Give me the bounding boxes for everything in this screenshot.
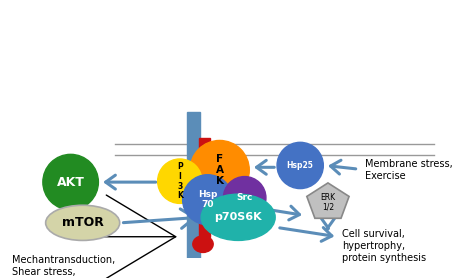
Circle shape <box>43 154 99 210</box>
Bar <box>187 112 200 258</box>
Text: P
I
3
K: P I 3 K <box>177 162 183 200</box>
Text: mTOR: mTOR <box>62 216 104 229</box>
Circle shape <box>277 142 323 188</box>
Text: ERK
1/2: ERK 1/2 <box>320 193 336 212</box>
Bar <box>199 138 210 237</box>
Ellipse shape <box>201 194 275 240</box>
Text: Membrane stress,
Exercise: Membrane stress, Exercise <box>365 159 453 181</box>
Circle shape <box>223 177 266 219</box>
Text: AKT: AKT <box>57 176 84 188</box>
Text: p70S6K: p70S6K <box>214 212 262 222</box>
Ellipse shape <box>46 205 120 240</box>
Circle shape <box>190 140 249 200</box>
Text: Cell survival,
hypertrophy,
protein synthesis: Cell survival, hypertrophy, protein synt… <box>342 229 426 262</box>
Text: F
A
K: F A K <box>216 154 224 186</box>
Polygon shape <box>307 183 349 218</box>
Circle shape <box>158 159 202 203</box>
Text: Hsp
70: Hsp 70 <box>198 190 217 209</box>
Text: Hsp25: Hsp25 <box>287 161 314 170</box>
Circle shape <box>182 175 233 225</box>
Ellipse shape <box>193 236 213 252</box>
Text: Mechantransduction,
Shear stress,: Mechantransduction, Shear stress, <box>12 255 116 277</box>
Text: Src: Src <box>237 193 253 202</box>
